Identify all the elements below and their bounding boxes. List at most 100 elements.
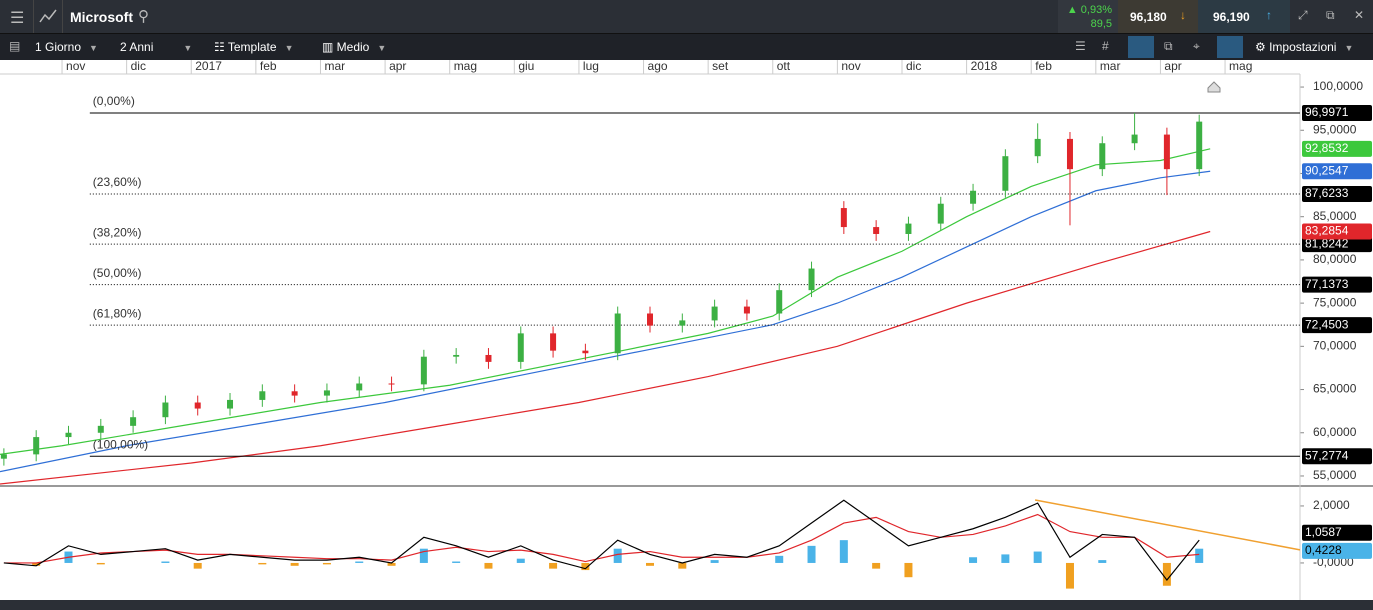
fib-label: (0,00%) (93, 94, 135, 108)
price-tag-label: 72,4503 (1305, 317, 1349, 331)
price-tag (1302, 448, 1372, 465)
toolbar: ▤ 1 Giorno ▼ 2 Anni ▼ ☷ Template ▼ ▥ Medio ▼… (0, 34, 1373, 60)
size-select[interactable]: ▥ Medio ▼ (322, 40, 387, 54)
ask-box[interactable]: 96,190 ↑ (1198, 0, 1290, 33)
candle-body (743, 306, 750, 314)
candle-body (130, 417, 137, 426)
histogram-bar (355, 561, 364, 563)
range-select[interactable]: 2 Anni ▼ (120, 40, 193, 54)
bottom-bar (0, 600, 1373, 610)
price-tag (1302, 317, 1372, 334)
candle-body (550, 333, 557, 351)
change-abs: 89,5 (1090, 18, 1112, 30)
x-tick-label: mag (1229, 60, 1252, 73)
close-icon[interactable]: ✕ (1354, 8, 1365, 22)
candle-body (517, 333, 524, 362)
moving-average (0, 170, 1211, 473)
y-tick-label: 60,0000 (1313, 425, 1357, 439)
change-pct: ▲ 0,93% (1066, 4, 1112, 16)
price-tag (1302, 542, 1372, 559)
price-tag (1302, 276, 1372, 293)
x-tick-label: dic (906, 60, 921, 73)
tool-icon[interactable]: ☰ (1075, 39, 1086, 53)
candle-body (679, 320, 686, 326)
candle-body (1099, 143, 1106, 170)
histogram-bar (904, 562, 913, 578)
candle-body (1131, 134, 1138, 144)
x-tick-label: nov (841, 60, 860, 73)
search-icon[interactable]: ⚲ (138, 8, 149, 25)
y-tick-label: 55,0000 (1313, 468, 1357, 482)
fib-label: (100,00%) (93, 437, 148, 451)
y-tick-label: 65,0000 (1313, 382, 1357, 396)
x-tick-label: feb (260, 60, 277, 73)
histogram-bar (710, 560, 719, 563)
moving-average (0, 230, 1211, 485)
y-tick-label: 70,0000 (1313, 339, 1357, 353)
expand-icon[interactable]: ⤢ (1298, 8, 1308, 22)
ask-arrow: ↑ (1266, 8, 1272, 22)
crosshair-icon[interactable] (1128, 36, 1154, 58)
histogram-bar (1162, 562, 1171, 586)
candle-body (1034, 138, 1041, 157)
histogram-bar (193, 562, 202, 569)
price-tag (1302, 223, 1372, 240)
settings: Impostazioni (1269, 40, 1337, 54)
candle-body (1163, 134, 1170, 170)
bid: 96,180 (1130, 10, 1167, 24)
x-tick-label: apr (1164, 60, 1181, 73)
candle-body (808, 268, 815, 291)
template-select[interactable]: ☷ Template ▼ (214, 40, 294, 54)
change-box: ▲ 0,93% 89,5 (1058, 0, 1118, 33)
fib-label: (23,60%) (93, 175, 142, 189)
signal-line (3, 513, 1200, 564)
y-tick-label: 2,0000 (1313, 498, 1350, 512)
y-tick-label: 95,0000 (1313, 122, 1357, 136)
candle-body (905, 223, 912, 234)
price-tag-label: 0,4228 (1305, 543, 1342, 557)
fib-label: (50,00%) (93, 266, 142, 280)
histogram-bar (581, 562, 590, 571)
price-tag-label: 57,2774 (1305, 448, 1349, 462)
chart-type-button[interactable] (33, 0, 63, 33)
histogram-bar (613, 548, 622, 563)
list-icon[interactable]: ▤ (9, 39, 21, 53)
candle-body (840, 208, 847, 228)
template: Template (227, 40, 277, 54)
grid-icon[interactable]: # (1102, 39, 1109, 53)
y-tick-label: 85,0000 (1313, 209, 1357, 223)
price-tag-label: 96,9971 (1305, 105, 1349, 119)
histogram-bar (484, 562, 493, 569)
x-tick-label: ago (648, 60, 668, 73)
candle-body (65, 432, 72, 438)
moving-average (0, 148, 1211, 455)
settings-select[interactable]: ⚙ Impostazioni ▼ (1255, 40, 1354, 54)
candle-body (0, 454, 7, 459)
bid-box[interactable]: 96,180 ↓ (1118, 0, 1198, 33)
histogram-bar (322, 562, 331, 565)
candle-body (485, 354, 492, 362)
menu-button[interactable]: ☰ (10, 10, 25, 27)
histogram-bar (1098, 560, 1107, 563)
interval-select[interactable]: 1 Giorno ▼ (35, 40, 98, 54)
symbol[interactable]: Microsoft (70, 9, 133, 25)
popout-icon[interactable]: ⧉ (1326, 8, 1335, 22)
candle-body (388, 383, 395, 385)
copy-icon[interactable]: ⧉ (1164, 39, 1173, 53)
candle-body (970, 190, 977, 204)
histogram-bar (839, 540, 848, 563)
price-tag-label: 92,8532 (1305, 141, 1349, 155)
price-tag-label: 90,2547 (1305, 163, 1349, 177)
x-tick-label: mar (1100, 60, 1121, 73)
histogram-bar (678, 562, 687, 569)
price-tag (1302, 524, 1372, 541)
x-tick-label: dic (131, 60, 146, 73)
draw-icon[interactable]: ⌖ (1193, 39, 1200, 53)
histogram-bar (290, 562, 299, 566)
candle-body (1196, 121, 1203, 170)
candle-body (259, 391, 266, 400)
x-tick-label: set (712, 60, 729, 73)
price-tag-label: 77,1373 (1305, 277, 1349, 291)
price-tag (1302, 236, 1372, 253)
shape-icon[interactable] (1217, 36, 1243, 58)
